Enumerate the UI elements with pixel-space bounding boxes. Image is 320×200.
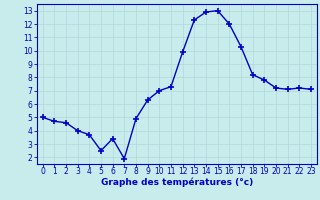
X-axis label: Graphe des températures (°c): Graphe des températures (°c) — [101, 177, 253, 187]
